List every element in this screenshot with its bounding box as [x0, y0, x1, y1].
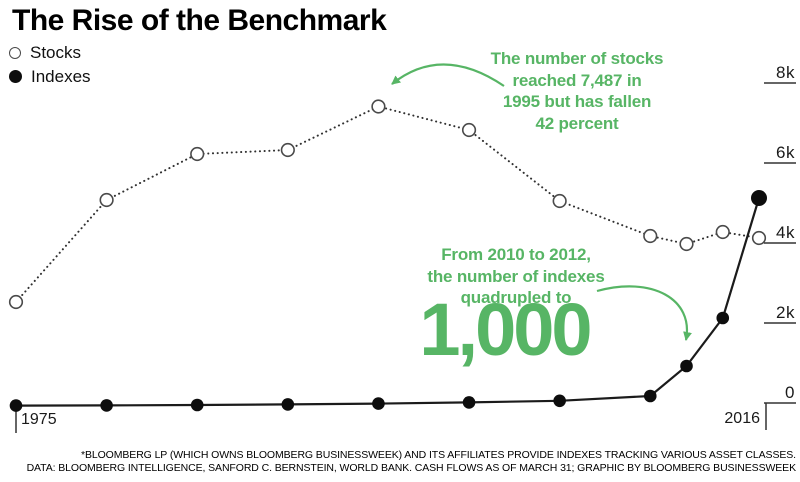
- stocks-data-point: [751, 230, 767, 246]
- y-axis-label-4k: 4k: [776, 223, 795, 242]
- stocks-data-point: [461, 122, 477, 138]
- stocks-data-point: [643, 228, 658, 244]
- indexes-annotation: From 2010 to 2012, the number of indexes…: [396, 244, 636, 309]
- stocks-annotation-line: 42 percent: [535, 113, 619, 133]
- indexes-data-point: [281, 398, 295, 411]
- indexes-annotation-line: From 2010 to 2012,: [441, 245, 591, 264]
- indexes-data-point: [553, 394, 566, 408]
- indexes-big-number: 1,000: [419, 288, 592, 371]
- indexes-data-point: [680, 359, 693, 373]
- footnote-line-1: *BLOOMBERG LP (WHICH OWNS BLOOMBERG BUSI…: [80, 449, 796, 461]
- stocks-data-point: [552, 193, 567, 209]
- indexes-annotation-line: quadrupled to: [460, 288, 572, 307]
- source-footnote: *BLOOMBERG LP (WHICH OWNS BLOOMBERG BUSI…: [10, 449, 797, 474]
- x-axis-label-start: 1975: [21, 411, 57, 428]
- indexes-data-point: [716, 311, 730, 325]
- page-title: The Rise of the Benchmark: [12, 4, 387, 37]
- indexes-data-point: [100, 399, 113, 412]
- stocks-data-point: [8, 294, 24, 310]
- legend-item-indexes: Indexes: [9, 66, 91, 87]
- indexes-data-point: [751, 190, 767, 206]
- stocks-annotation-line: 1995 but has fallen: [502, 92, 652, 111]
- legend-item-stocks: Stocks: [9, 42, 91, 63]
- stocks-data-point: [715, 224, 730, 240]
- stocks-data-point: [679, 236, 694, 252]
- x-axis-label-end: 2016: [724, 410, 760, 427]
- stocks-series-line: [15, 105, 760, 303]
- y-axis-label-8k: 8k: [776, 63, 795, 82]
- legend-label-indexes: Indexes: [31, 66, 91, 86]
- y-axis-label-2k: 2k: [776, 303, 795, 322]
- open-circle-icon: [9, 46, 21, 59]
- stocks-annotation-line: The number of stocks: [490, 49, 664, 68]
- stocks-data-point: [190, 146, 205, 162]
- y-axis-label-6k: 6k: [776, 143, 795, 162]
- stocks-annotation: The number of stocks reached 7,487 in 19…: [457, 48, 697, 134]
- footnote-line-2: DATA: BLOOMBERG INTELLIGENCE, SANFORD C.…: [26, 461, 797, 474]
- stocks-data-point: [280, 142, 295, 158]
- indexes-annotation-line: the number of indexes: [427, 266, 605, 286]
- indexes-annotation-arrow: [596, 285, 692, 341]
- stocks-annotation-line: reached 7,487 in: [512, 70, 642, 90]
- indexes-data-point: [372, 397, 385, 410]
- indexes-data-point: [190, 398, 204, 412]
- indexes-data-point: [9, 399, 23, 412]
- stocks-data-point: [371, 99, 386, 114]
- y-axis-label-0: 0: [785, 383, 795, 402]
- filled-circle-icon: [9, 70, 22, 83]
- indexes-data-point: [643, 389, 657, 403]
- indexes-data-point: [462, 396, 476, 409]
- stocks-data-point: [99, 192, 114, 208]
- legend-label-stocks: Stocks: [30, 42, 82, 62]
- chart-legend: Stocks Indexes: [9, 42, 91, 87]
- stocks-annotation-arrow: [391, 63, 505, 87]
